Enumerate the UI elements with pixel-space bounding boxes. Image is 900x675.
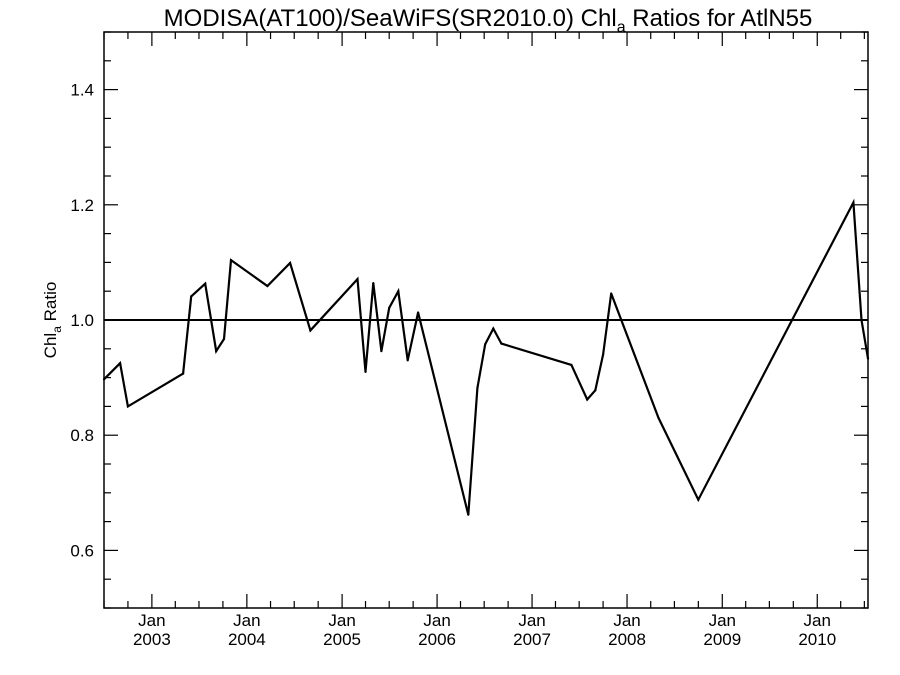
data-point bbox=[215, 350, 218, 353]
x-tick-label-year: 2010 bbox=[798, 630, 836, 649]
data-point bbox=[364, 370, 367, 373]
data-point bbox=[866, 357, 870, 360]
data-point bbox=[467, 513, 470, 516]
data-point bbox=[288, 261, 292, 265]
y-axis: 0.6 0.8 1.0 1.2 1.4 bbox=[70, 31, 868, 609]
data-point bbox=[126, 405, 130, 408]
x-tick-label-year: 2008 bbox=[608, 630, 646, 649]
data-point bbox=[397, 290, 400, 293]
data-point bbox=[102, 378, 106, 381]
x-tick-label-year: 2006 bbox=[418, 630, 456, 649]
x-tick-label-month: Jan bbox=[518, 611, 545, 630]
x-tick-label-year: 2005 bbox=[323, 630, 361, 649]
x-tick-label-month: Jan bbox=[233, 611, 260, 630]
chart-title-prefix: MODISA(AT100)/SeaWiFS(SR2010.0) Chl bbox=[164, 5, 617, 32]
data-point bbox=[204, 282, 207, 285]
data-point bbox=[476, 386, 479, 390]
x-tick-label-month: Jan bbox=[138, 611, 165, 630]
x-tick-label-month: Jan bbox=[423, 611, 450, 630]
data-point bbox=[601, 353, 605, 356]
data-point bbox=[119, 362, 122, 365]
data-point bbox=[388, 306, 391, 310]
x-tick-label-month: Jan bbox=[804, 611, 831, 630]
data-point bbox=[500, 342, 503, 345]
chart-title-suffix: Ratios for AtlN55 bbox=[626, 5, 813, 32]
x-tick-label-year: 2004 bbox=[228, 630, 266, 649]
data-point bbox=[492, 327, 495, 330]
x-tick-label-year: 2009 bbox=[703, 630, 741, 649]
data-point bbox=[266, 284, 269, 288]
y-tick-label: 0.8 bbox=[70, 426, 94, 445]
y-axis-label: Chla Ratio bbox=[41, 282, 64, 359]
y-axis-label-subscript: a bbox=[50, 326, 64, 333]
data-point bbox=[416, 311, 420, 314]
x-tick-label-month: Jan bbox=[328, 611, 355, 630]
x-tick-label-year: 2003 bbox=[133, 630, 171, 649]
data-point bbox=[190, 295, 193, 298]
data-point bbox=[380, 350, 383, 353]
data-point bbox=[657, 416, 660, 420]
data-point bbox=[697, 498, 700, 501]
y-tick-label: 1.2 bbox=[70, 196, 94, 215]
data-point bbox=[372, 282, 375, 285]
data-point bbox=[356, 278, 359, 281]
data-point bbox=[309, 329, 312, 332]
data-point bbox=[229, 258, 233, 262]
series-points bbox=[102, 201, 870, 516]
data-point bbox=[610, 292, 613, 295]
x-axis: Jan2003Jan2004Jan2005Jan2006Jan2007Jan20… bbox=[103, 32, 865, 649]
data-point bbox=[586, 398, 589, 401]
y-tick-label: 0.6 bbox=[70, 541, 94, 560]
chart-title-subscript: a bbox=[617, 19, 626, 36]
data-point bbox=[182, 372, 185, 375]
data-point bbox=[594, 389, 597, 392]
x-tick-label-year: 2007 bbox=[513, 630, 551, 649]
x-tick-label-month: Jan bbox=[709, 611, 736, 630]
data-point bbox=[852, 201, 855, 204]
data-point bbox=[222, 337, 226, 341]
data-point bbox=[570, 363, 573, 367]
data-point bbox=[484, 343, 487, 346]
chart-title: MODISA(AT100)/SeaWiFS(SR2010.0) Chla Rat… bbox=[164, 5, 813, 36]
series-line bbox=[103, 198, 870, 515]
y-axis-label-suffix: Ratio bbox=[41, 282, 60, 326]
y-axis-label-main: Chl bbox=[41, 333, 60, 359]
data-point bbox=[406, 359, 409, 362]
y-tick-label: 1.0 bbox=[70, 311, 94, 330]
data-point bbox=[860, 318, 863, 322]
x-tick-label-month: Jan bbox=[613, 611, 640, 630]
y-tick-label: 1.4 bbox=[70, 81, 94, 100]
